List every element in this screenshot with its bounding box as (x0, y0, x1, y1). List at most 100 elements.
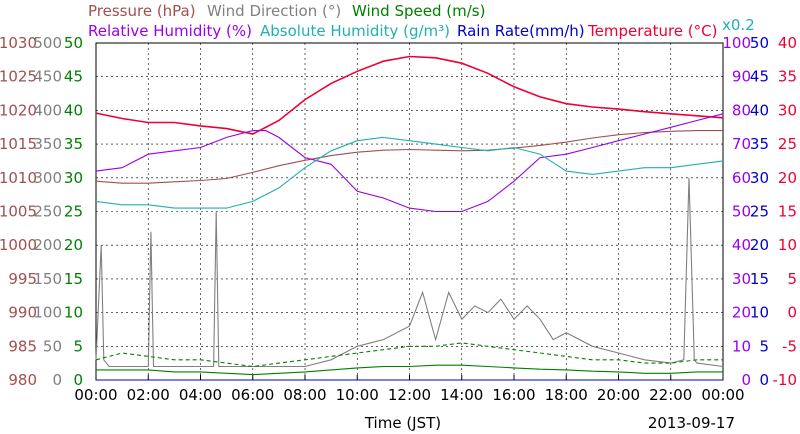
y-tick-wind-direction: 150 (33, 270, 62, 288)
y-tick-rain-rate: 25 (750, 203, 769, 221)
y-tick-wind-direction: 500 (33, 34, 62, 52)
legend-temperature: Temperature (°C) (587, 22, 717, 40)
legend-rain-rate: Rain Rate(mm/h) (457, 22, 585, 40)
x-tick-label: 00:00 (701, 386, 744, 404)
y-tick-pressure: 1030 (0, 34, 37, 52)
y-tick-temperature: 0 (787, 304, 797, 322)
y-tick-rain-rate: 20 (750, 236, 769, 254)
y-tick-rain-rate: 10 (750, 304, 769, 322)
y-tick-wind-direction: 450 (33, 68, 62, 86)
y-tick-temperature: 35 (778, 68, 797, 86)
x-tick-label: 00:00 (74, 386, 117, 404)
y-tick-wind-speed: 25 (64, 203, 83, 221)
y-tick-wind-direction: 300 (33, 169, 62, 187)
y-tick-temperature: 5 (787, 270, 797, 288)
x-axis-label: Time (JST) (364, 414, 441, 432)
y-tick-humidity: 40 (732, 236, 751, 254)
x-tick-label: 12:00 (388, 386, 431, 404)
series-wind-speed-m-s-solid (96, 364, 723, 376)
series-wind-speed-m-s-dashed (95, 342, 723, 368)
y-tick-humidity: 90 (732, 68, 751, 86)
y-tick-pressure: 1015 (0, 135, 37, 153)
left-axes: 1030102510201015101010051000995990985980… (0, 34, 83, 389)
y-tick-wind-speed: 35 (64, 135, 83, 153)
y-tick-wind-speed: 20 (64, 236, 83, 254)
y-tick-wind-speed: 5 (73, 337, 83, 355)
y-tick-temperature: 15 (778, 203, 797, 221)
y-tick-humidity: 70 (732, 135, 751, 153)
legend-absolute-humidity: Absolute Humidity (g/m³) (260, 22, 450, 40)
y-tick-pressure: 1020 (0, 101, 37, 119)
y-tick-wind-direction: 350 (33, 135, 62, 153)
y-tick-temperature: 40 (778, 34, 797, 52)
y-tick-rain-rate: 5 (759, 337, 769, 355)
series-absolute-humidity-g-m (95, 136, 724, 209)
legend: Pressure (hPa) Wind Direction (°) Wind S… (88, 2, 755, 40)
y-tick-pressure: 985 (8, 337, 37, 355)
x-tick-label: 02:00 (127, 386, 170, 404)
y-tick-humidity: 60 (732, 169, 751, 187)
y-tick-temperature: -10 (773, 371, 798, 389)
y-tick-wind-direction: 50 (43, 337, 62, 355)
date-label: 2013-09-17 (648, 414, 735, 432)
legend-pressure: Pressure (hPa) (88, 2, 196, 20)
y-tick-pressure: 990 (8, 304, 37, 322)
x-tick-label: 22:00 (649, 386, 692, 404)
x-tick-label: 08:00 (283, 386, 326, 404)
y-tick-wind-speed: 50 (64, 34, 83, 52)
y-tick-temperature: 20 (778, 169, 797, 187)
y-tick-wind-direction: 100 (33, 304, 62, 322)
y-tick-wind-speed: 30 (64, 169, 83, 187)
legend-wind-direction: Wind Direction (°) (207, 2, 341, 20)
y-tick-wind-direction: 400 (33, 101, 62, 119)
x-tick-label: 14:00 (440, 386, 483, 404)
series-wind-direction (95, 177, 724, 368)
legend-multiplier: x0.2 (722, 16, 755, 34)
right-axes: 1009080706050403020100504540353025201510… (722, 34, 797, 389)
y-tick-wind-speed: 0 (73, 371, 83, 389)
y-tick-pressure: 1000 (0, 236, 37, 254)
y-tick-rain-rate: 40 (750, 101, 769, 119)
y-tick-humidity: 0 (741, 371, 751, 389)
y-tick-pressure: 980 (8, 371, 37, 389)
series-pressure-hpa (95, 130, 723, 184)
y-tick-temperature: -5 (782, 337, 797, 355)
x-axis: 00:00 02:00 04:00 06:00 08:00 10:00 12:00 14:00… (74, 375, 745, 404)
y-tick-wind-speed: 40 (64, 101, 83, 119)
y-tick-rain-rate: 0 (759, 371, 769, 389)
y-tick-wind-speed: 15 (64, 270, 83, 288)
y-tick-pressure: 1025 (0, 68, 37, 86)
y-tick-wind-speed: 45 (64, 68, 83, 86)
y-tick-wind-direction: 0 (52, 371, 62, 389)
y-tick-pressure: 1005 (0, 203, 37, 221)
x-tick-label: 18:00 (545, 386, 588, 404)
y-tick-wind-direction: 200 (33, 236, 62, 254)
x-tick-label: 16:00 (492, 386, 535, 404)
series-temperature-c (95, 55, 724, 135)
y-tick-wind-speed: 10 (64, 304, 83, 322)
y-tick-humidity: 20 (732, 304, 751, 322)
y-tick-temperature: 30 (778, 101, 797, 119)
x-tick-label: 20:00 (597, 386, 640, 404)
legend-wind-speed: Wind Speed (m/s) (352, 2, 485, 20)
y-tick-pressure: 1010 (0, 169, 37, 187)
x-tick-label: 10:00 (336, 386, 379, 404)
y-tick-temperature: 10 (778, 236, 797, 254)
y-tick-humidity: 10 (732, 337, 751, 355)
y-tick-humidity: 80 (732, 101, 751, 119)
y-tick-temperature: 25 (778, 135, 797, 153)
x-tick-label: 04:00 (179, 386, 222, 404)
grid-lines (96, 43, 723, 380)
series-relative-humidity (95, 113, 724, 213)
y-tick-pressure: 995 (8, 270, 37, 288)
y-tick-rain-rate: 50 (750, 34, 769, 52)
legend-relative-humidity: Relative Humidity (%) (88, 22, 252, 40)
x-tick-label: 06:00 (231, 386, 274, 404)
y-tick-humidity: 100 (722, 34, 751, 52)
y-tick-humidity: 50 (732, 203, 751, 221)
y-tick-wind-direction: 250 (33, 203, 62, 221)
y-tick-rain-rate: 35 (750, 135, 769, 153)
y-tick-rain-rate: 15 (750, 270, 769, 288)
y-tick-rain-rate: 30 (750, 169, 769, 187)
